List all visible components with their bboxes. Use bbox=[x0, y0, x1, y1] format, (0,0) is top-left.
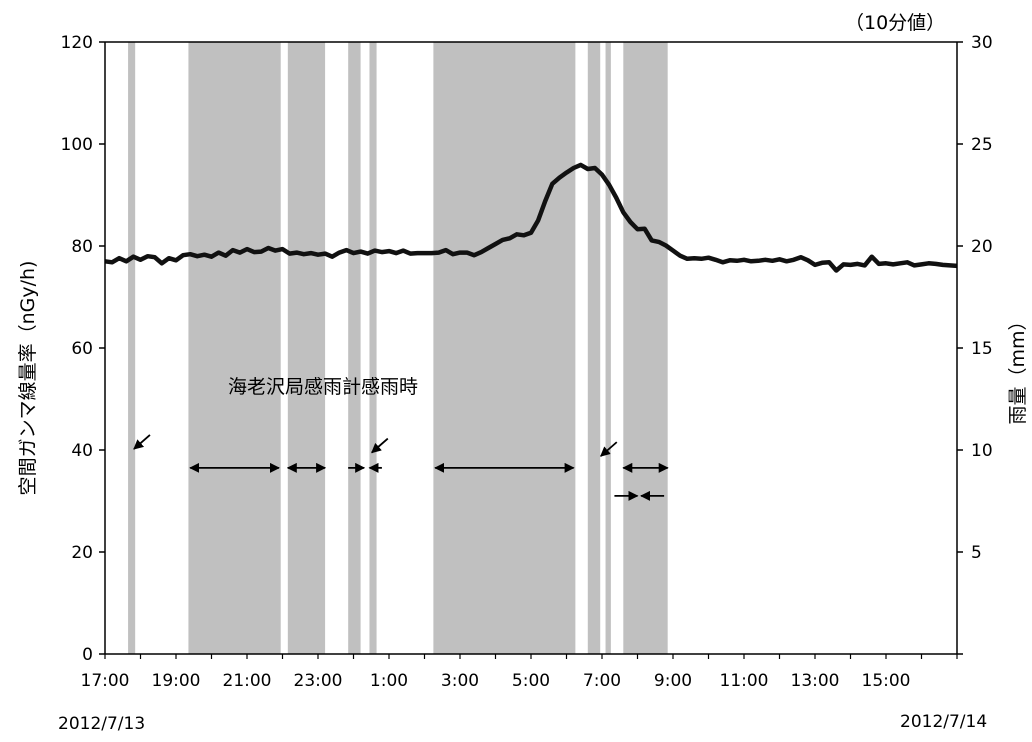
rain-band bbox=[433, 42, 576, 654]
left-tick-label: 20 bbox=[71, 543, 93, 563]
rain-annotation: 海老沢局感雨計感雨時 bbox=[228, 376, 419, 398]
right-tick-label: 20 bbox=[971, 237, 993, 257]
rain-band bbox=[587, 42, 601, 654]
left-tick-label: 60 bbox=[71, 339, 93, 359]
rain-band bbox=[188, 42, 281, 654]
date-right: 2012/7/14 bbox=[900, 712, 988, 732]
right-tick-label: 30 bbox=[971, 33, 993, 53]
x-tick-label: 5:00 bbox=[512, 671, 550, 691]
diagonal-arrow bbox=[600, 441, 618, 457]
left-tick-label: 0 bbox=[82, 645, 93, 665]
x-tick-label: 19:00 bbox=[152, 671, 201, 691]
rain-band bbox=[369, 42, 377, 654]
right-tick-label: 10 bbox=[971, 441, 993, 461]
left-tick-label: 100 bbox=[61, 135, 93, 155]
rain-band bbox=[623, 42, 668, 654]
x-tick-label: 7:00 bbox=[583, 671, 621, 691]
x-tick-label: 21:00 bbox=[223, 671, 272, 691]
x-tick-label: 23:00 bbox=[294, 671, 343, 691]
right-axis-title: 雨量（mm） bbox=[1007, 311, 1029, 424]
x-tick-label: 9:00 bbox=[654, 671, 692, 691]
left-tick-label: 40 bbox=[71, 441, 93, 461]
rain-band bbox=[128, 42, 136, 654]
left-axis-title: 空間ガンマ線量率（nGy/h) bbox=[17, 261, 39, 496]
date-left: 2012/7/13 bbox=[58, 714, 146, 734]
x-tick-label: 3:00 bbox=[441, 671, 479, 691]
diagonal-arrow bbox=[371, 437, 389, 454]
dose-rate-line bbox=[104, 162, 958, 273]
left-tick-label: 80 bbox=[71, 237, 93, 257]
rain-band bbox=[348, 42, 361, 654]
right-tick-label: 25 bbox=[971, 135, 993, 155]
unit-note: （10分値） bbox=[845, 12, 946, 34]
left-tick-label: 120 bbox=[61, 33, 93, 53]
x-tick-label: 11:00 bbox=[720, 671, 769, 691]
right-tick-label: 5 bbox=[971, 543, 982, 563]
rain-band bbox=[605, 42, 611, 654]
x-tick-label: 17:00 bbox=[81, 671, 130, 691]
x-tick-label: 15:00 bbox=[862, 671, 911, 691]
diagonal-arrow bbox=[133, 434, 151, 450]
x-tick-label: 1:00 bbox=[370, 671, 408, 691]
x-tick-label: 13:00 bbox=[791, 671, 840, 691]
right-tick-label: 15 bbox=[971, 339, 993, 359]
rain-band bbox=[287, 42, 326, 654]
